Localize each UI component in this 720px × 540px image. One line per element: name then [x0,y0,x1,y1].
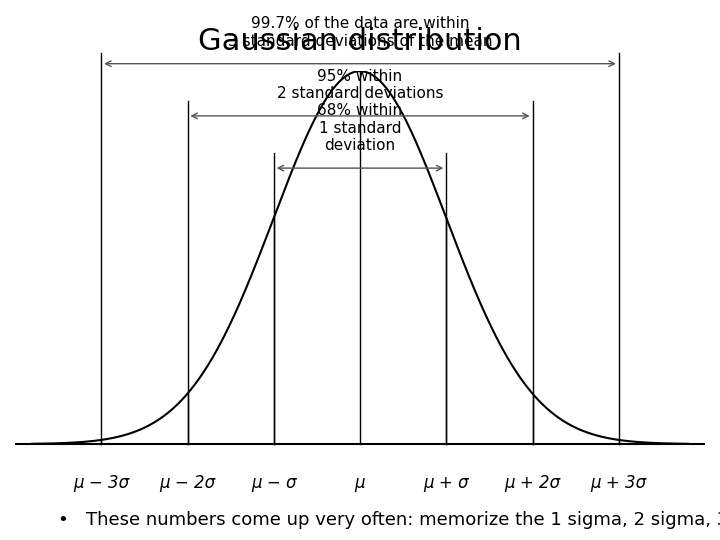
Text: •   These numbers come up very often: memorize the 1 sigma, 2 sigma, 3 sigma pro: • These numbers come up very often: memo… [58,511,720,529]
Text: μ − σ: μ − σ [251,474,297,492]
Title: Gaussian distribution: Gaussian distribution [198,28,522,56]
Text: μ − 3σ: μ − 3σ [73,474,130,492]
Text: μ + σ: μ + σ [423,474,469,492]
Text: 99.7% of the data are within
3 standard deviations of the mean: 99.7% of the data are within 3 standard … [228,16,492,49]
Text: μ: μ [355,474,365,492]
Text: 68% within
1 standard
deviation: 68% within 1 standard deviation [318,103,402,153]
Text: μ − 2σ: μ − 2σ [159,474,215,492]
Text: μ + 3σ: μ + 3σ [590,474,647,492]
Text: μ + 2σ: μ + 2σ [505,474,561,492]
Text: 95% within
2 standard deviations: 95% within 2 standard deviations [276,69,444,101]
